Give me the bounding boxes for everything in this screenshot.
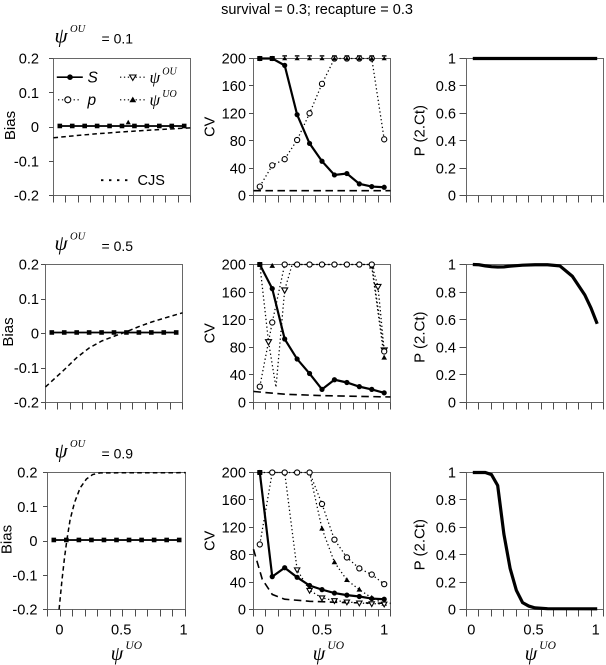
svg-text:0: 0 <box>448 396 456 412</box>
svg-text:= 0.9: = 0.9 <box>102 446 134 462</box>
svg-text:ψ: ψ <box>55 24 69 48</box>
svg-text:-0.2: -0.2 <box>14 189 39 205</box>
svg-text:= 0.5: = 0.5 <box>102 238 134 254</box>
svg-text:80: 80 <box>230 341 246 357</box>
svg-text:120: 120 <box>222 107 246 123</box>
svg-text:40: 40 <box>230 368 246 384</box>
svg-text:1: 1 <box>448 466 456 482</box>
svg-text:0: 0 <box>238 396 246 412</box>
svg-text:OU: OU <box>162 67 177 78</box>
svg-text:survival = 0.3; recapture = 0.: survival = 0.3; recapture = 0.3 <box>221 2 413 18</box>
svg-text:0.2: 0.2 <box>19 52 39 68</box>
svg-text:80: 80 <box>230 134 246 150</box>
svg-text:0.6: 0.6 <box>436 313 456 329</box>
svg-text:0: 0 <box>448 189 456 205</box>
svg-text:0.2: 0.2 <box>17 466 37 482</box>
svg-text:0.6: 0.6 <box>436 521 456 537</box>
svg-text:0.5: 0.5 <box>523 622 543 638</box>
svg-text:= 0.1: = 0.1 <box>102 31 134 47</box>
svg-text:0: 0 <box>238 189 246 205</box>
svg-text:0.4: 0.4 <box>436 341 456 357</box>
svg-text:S: S <box>88 69 99 86</box>
svg-text:CV: CV <box>202 323 218 343</box>
svg-text:P (2.Ct): P (2.Ct) <box>411 105 428 156</box>
svg-text:CV: CV <box>202 530 218 550</box>
svg-text:160: 160 <box>222 79 246 95</box>
svg-text:Bias: Bias <box>2 111 19 140</box>
svg-text:1: 1 <box>448 258 456 274</box>
svg-text:0.8: 0.8 <box>436 79 456 95</box>
svg-text:0: 0 <box>467 622 475 638</box>
svg-text:-0.2: -0.2 <box>12 603 37 619</box>
svg-text:0.2: 0.2 <box>436 575 456 591</box>
svg-text:ψ: ψ <box>55 439 69 463</box>
svg-text:UO: UO <box>125 640 142 652</box>
svg-text:UO: UO <box>539 640 556 652</box>
svg-text:0.4: 0.4 <box>436 134 456 150</box>
svg-text:80: 80 <box>230 548 246 564</box>
svg-text:40: 40 <box>230 161 246 177</box>
svg-text:p: p <box>87 92 97 109</box>
svg-text:200: 200 <box>222 466 246 482</box>
svg-text:1: 1 <box>380 622 388 638</box>
svg-text:P (2.Ct): P (2.Ct) <box>411 311 428 362</box>
svg-text:-0.2: -0.2 <box>14 396 39 412</box>
svg-text:0: 0 <box>31 327 39 343</box>
svg-text:0: 0 <box>31 120 39 136</box>
svg-text:0.4: 0.4 <box>436 548 456 564</box>
svg-text:200: 200 <box>222 258 246 274</box>
svg-text:0.8: 0.8 <box>436 493 456 509</box>
svg-text:-0.1: -0.1 <box>14 154 39 170</box>
svg-text:0.6: 0.6 <box>436 107 456 123</box>
svg-text:ψ: ψ <box>150 91 161 110</box>
svg-text:ψ: ψ <box>111 643 124 665</box>
svg-text:UO: UO <box>162 89 176 100</box>
svg-text:UO: UO <box>327 640 344 652</box>
svg-text:OU: OU <box>70 232 87 243</box>
svg-text:160: 160 <box>222 285 246 301</box>
svg-text:0: 0 <box>448 603 456 619</box>
svg-text:0.5: 0.5 <box>312 622 332 638</box>
svg-text:0: 0 <box>29 534 37 550</box>
svg-text:0: 0 <box>55 622 63 638</box>
svg-text:ψ: ψ <box>525 643 538 665</box>
svg-text:CV: CV <box>202 116 218 136</box>
svg-text:1: 1 <box>592 622 600 638</box>
svg-text:160: 160 <box>222 493 246 509</box>
svg-text:OU: OU <box>70 439 87 450</box>
svg-text:200: 200 <box>222 52 246 68</box>
svg-text:P (2.Ct): P (2.Ct) <box>411 519 428 570</box>
svg-text:0: 0 <box>256 622 264 638</box>
svg-text:1: 1 <box>179 622 187 638</box>
svg-text:0.2: 0.2 <box>19 258 39 274</box>
svg-text:0.5: 0.5 <box>111 622 131 638</box>
svg-text:OU: OU <box>70 24 87 35</box>
svg-text:0.2: 0.2 <box>436 368 456 384</box>
svg-text:0.1: 0.1 <box>17 500 37 516</box>
svg-text:-0.1: -0.1 <box>14 361 39 377</box>
svg-text:ψ: ψ <box>313 643 326 665</box>
svg-text:120: 120 <box>222 521 246 537</box>
svg-text:-0.1: -0.1 <box>12 568 37 584</box>
svg-text:1: 1 <box>448 52 456 68</box>
svg-text:40: 40 <box>230 575 246 591</box>
svg-text:120: 120 <box>222 313 246 329</box>
svg-text:0.8: 0.8 <box>436 285 456 301</box>
svg-text:Bias: Bias <box>0 525 16 554</box>
svg-text:0.1: 0.1 <box>19 86 39 102</box>
svg-text:0.2: 0.2 <box>436 161 456 177</box>
svg-text:ψ: ψ <box>150 68 161 87</box>
svg-text:0: 0 <box>238 603 246 619</box>
svg-text:ψ: ψ <box>55 231 69 255</box>
svg-text:CJS: CJS <box>138 173 165 189</box>
svg-text:0.1: 0.1 <box>19 292 39 308</box>
svg-text:Bias: Bias <box>0 317 17 346</box>
